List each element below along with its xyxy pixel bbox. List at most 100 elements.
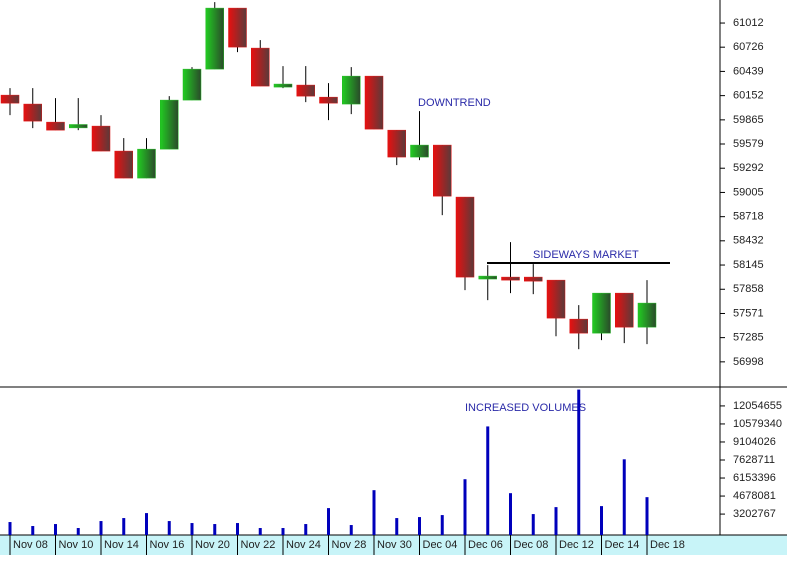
volume-bar: [258, 528, 262, 535]
volume-bar: [486, 426, 490, 535]
volume-bar: [440, 515, 444, 535]
y-tick-label: 60439: [733, 65, 764, 77]
volume-bar: [304, 524, 308, 535]
x-tick-label: Dec 18: [650, 539, 685, 551]
volume-bar: [281, 528, 285, 535]
y-tick-label: 6153396: [733, 472, 776, 484]
candle-body: [91, 125, 111, 152]
candle-body: [433, 144, 452, 197]
x-tick-label: Nov 20: [195, 539, 230, 551]
y-tick-label: 7628711: [733, 454, 775, 466]
volume-bar: [349, 525, 353, 535]
candle-body: [46, 121, 65, 131]
y-tick-label: 60726: [733, 41, 764, 53]
y-tick-label: 4678081: [733, 490, 776, 502]
volume-bar: [31, 526, 35, 535]
y-tick-label: 59579: [733, 138, 764, 150]
candle-body: [546, 279, 566, 319]
x-tick-label: Nov 08: [13, 539, 48, 551]
candle-body: [137, 148, 156, 179]
y-tick-label: 58718: [733, 211, 764, 223]
volume-bar: [463, 479, 467, 535]
candle-body: [501, 276, 520, 281]
volume-bar: [509, 493, 512, 535]
x-tick-label: Nov 14: [104, 539, 139, 551]
volume-bar: [122, 518, 126, 535]
volume-bar: [327, 508, 330, 535]
x-tick-label: Nov 10: [59, 539, 94, 551]
volume-bar: [8, 522, 12, 535]
x-tick-label: Dec 08: [514, 539, 549, 551]
y-tick-label: 9104026: [733, 436, 776, 448]
y-tick-label: 61012: [733, 17, 764, 29]
y-tick-label: 58432: [733, 235, 764, 247]
candle-body: [0, 94, 20, 104]
candle-body: [637, 302, 657, 328]
volume-bar: [213, 524, 217, 535]
candle-body: [273, 83, 293, 88]
y-tick-label: 59005: [733, 186, 764, 198]
candle-body: [569, 318, 588, 334]
volume-bar: [600, 506, 603, 535]
y-tick-label: 57285: [733, 332, 764, 344]
x-tick-label: Nov 22: [241, 539, 276, 551]
x-tick-label: Dec 04: [423, 539, 458, 551]
volume-bar: [54, 524, 57, 535]
y-tick-label: 59865: [733, 114, 764, 126]
y-tick-label: 57571: [733, 307, 764, 319]
volume-bar: [190, 523, 194, 535]
volume-bar: [236, 523, 239, 535]
volume-bar: [145, 513, 148, 535]
volume-bar: [76, 528, 80, 535]
candle-body: [23, 103, 42, 122]
candle-body: [410, 144, 429, 158]
volume-bar: [531, 514, 535, 535]
volume-bar: [645, 497, 649, 535]
annotation: DOWNTREND: [418, 97, 491, 109]
x-tick-label: Nov 28: [332, 539, 367, 551]
y-tick-label: 58145: [733, 259, 764, 271]
candle-body: [524, 276, 543, 282]
x-tick-label: Dec 12: [559, 539, 594, 551]
volume-bar: [554, 507, 558, 535]
y-tick-label: 59292: [733, 162, 764, 174]
x-tick-label: Dec 14: [605, 539, 640, 551]
x-tick-label: Nov 16: [150, 539, 185, 551]
volume-bar: [418, 517, 421, 535]
candle-body: [364, 75, 384, 130]
annotation: INCREASED VOLUMES: [465, 402, 586, 414]
candle-body: [182, 68, 202, 101]
x-axis-band: [0, 535, 787, 555]
candle-body: [478, 275, 497, 280]
y-tick-label: 57858: [733, 283, 764, 295]
volume-bar: [577, 389, 581, 535]
candle-body: [251, 47, 270, 87]
volume-bar: [372, 490, 376, 535]
candle-body: [296, 84, 315, 97]
candle-body: [69, 124, 88, 129]
candle-body: [615, 292, 634, 328]
candle-body: [228, 7, 247, 48]
y-tick-label: 12054655: [733, 400, 782, 412]
x-tick-label: Dec 06: [468, 539, 503, 551]
volume-bar: [99, 521, 103, 535]
y-tick-label: 60152: [733, 90, 764, 102]
y-tick-label: 56998: [733, 356, 764, 368]
y-tick-label: 10579340: [733, 418, 782, 430]
x-tick-label: Nov 24: [286, 539, 321, 551]
candle-body: [205, 7, 224, 70]
volume-bar: [395, 518, 399, 535]
candle-body: [592, 292, 611, 334]
candle-body: [160, 99, 179, 150]
annotation: SIDEWAYS MARKET: [533, 249, 639, 261]
y-tick-label: 3202767: [733, 508, 776, 520]
candle-body: [319, 96, 338, 104]
volume-bar: [167, 521, 171, 535]
candle-body: [455, 196, 475, 278]
candle-body: [114, 150, 133, 179]
volume-bar: [622, 459, 626, 535]
x-tick-label: Nov 30: [377, 539, 412, 551]
candle-body: [387, 129, 406, 158]
candle-body: [342, 75, 361, 105]
